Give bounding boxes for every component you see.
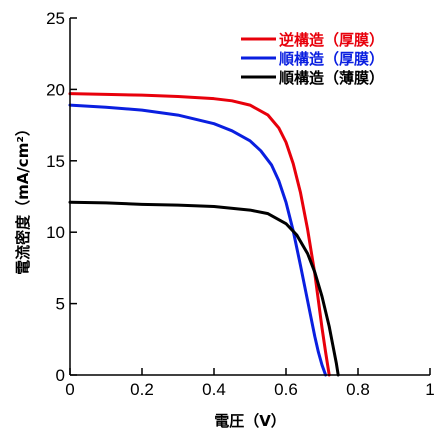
legend-label-3: 順構造（薄膜） <box>278 69 384 87</box>
series-layer <box>68 92 340 377</box>
axes-layer <box>69 18 430 376</box>
x-tick-label: 0.2 <box>130 380 154 399</box>
y-tick-label: 20 <box>46 80 65 99</box>
y-axis-title: 電流密度（mA/cm²） <box>14 121 32 275</box>
x-tick-label: 0.8 <box>346 380 370 399</box>
x-tick-label: 1 <box>425 380 434 399</box>
y-tick-label: 0 <box>56 366 65 385</box>
legend-label-2: 順構造（厚膜） <box>278 50 384 68</box>
legend-label-1: 逆構造（厚膜） <box>279 31 384 49</box>
x-tick-label: 0.4 <box>202 380 226 399</box>
series-line-2 <box>68 103 328 377</box>
x-tick-label: 0.6 <box>274 380 298 399</box>
series-line-1 <box>68 92 331 377</box>
series-line-3 <box>68 200 340 377</box>
legend: 逆構造（厚膜）順構造（厚膜）順構造（薄膜） <box>241 31 384 87</box>
x-tick-label: 0 <box>65 380 74 399</box>
y-tick-label: 5 <box>56 295 65 314</box>
y-tick-label: 15 <box>46 152 65 171</box>
y-tick-label: 10 <box>46 223 65 242</box>
x-axis-title: 電圧（V） <box>214 412 286 430</box>
y-tick-label: 25 <box>46 9 65 28</box>
